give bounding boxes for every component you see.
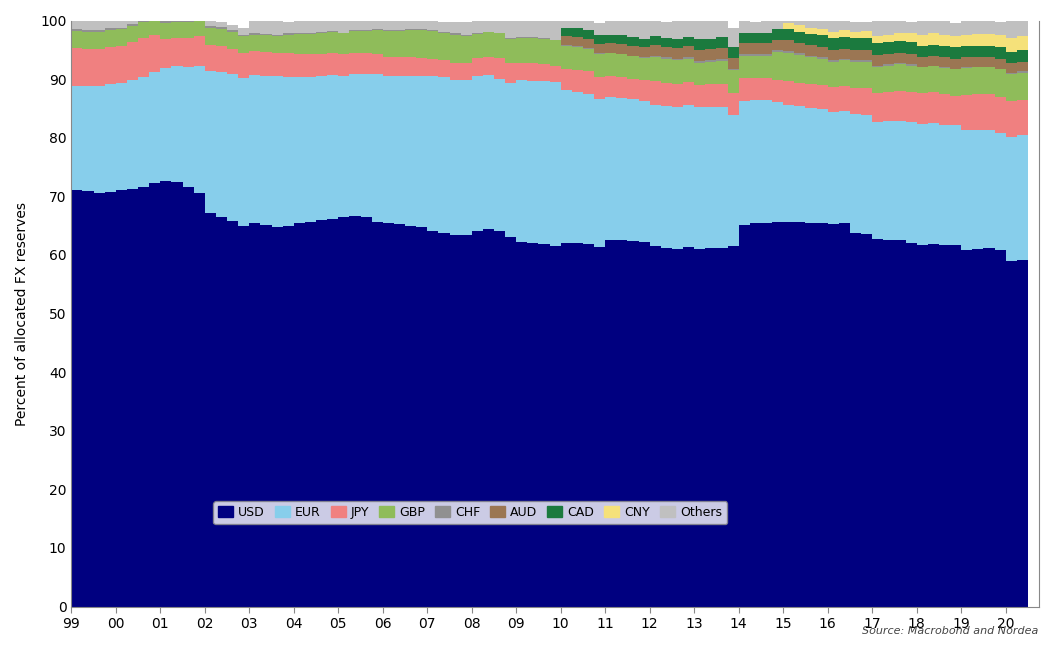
Text: Source: Macrobond and Nordea: Source: Macrobond and Nordea [862, 627, 1038, 636]
Legend: USD, EUR, JPY, GBP, CHF, AUD, CAD, CNY, Others: USD, EUR, JPY, GBP, CHF, AUD, CAD, CNY, … [213, 501, 727, 524]
Y-axis label: Percent of allocated FX reserves: Percent of allocated FX reserves [15, 202, 30, 426]
